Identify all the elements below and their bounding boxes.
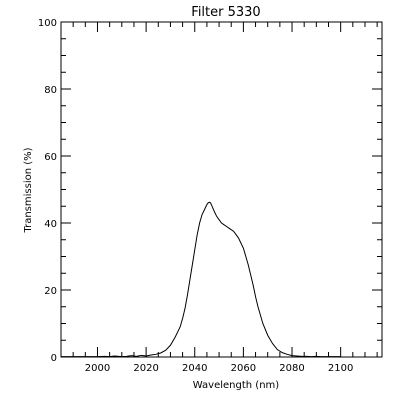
x-tick-label: 2000 [85, 363, 110, 374]
x-axis-label: Wavelength (nm) [193, 380, 279, 391]
plot-frame [60, 21, 383, 358]
y-tick-label: 20 [44, 286, 57, 297]
x-tick-label: 2020 [133, 363, 158, 374]
x-tick-label: 2080 [279, 363, 304, 374]
y-axis-label: Transmission (%) [23, 147, 34, 233]
axis-ticks [60, 21, 382, 358]
chart-title: Filter 5330 [191, 5, 260, 20]
y-tick-label: 80 [44, 85, 57, 96]
y-tick-label: 40 [44, 219, 57, 230]
transmission-curve [61, 201, 341, 358]
y-tick-label: 60 [44, 152, 57, 163]
y-tick-label: 100 [38, 18, 57, 29]
x-tick-label: 2100 [328, 363, 353, 374]
x-tick-label: 2060 [231, 363, 256, 374]
y-tick-label: 0 [51, 353, 57, 364]
x-tick-label: 2040 [182, 363, 207, 374]
